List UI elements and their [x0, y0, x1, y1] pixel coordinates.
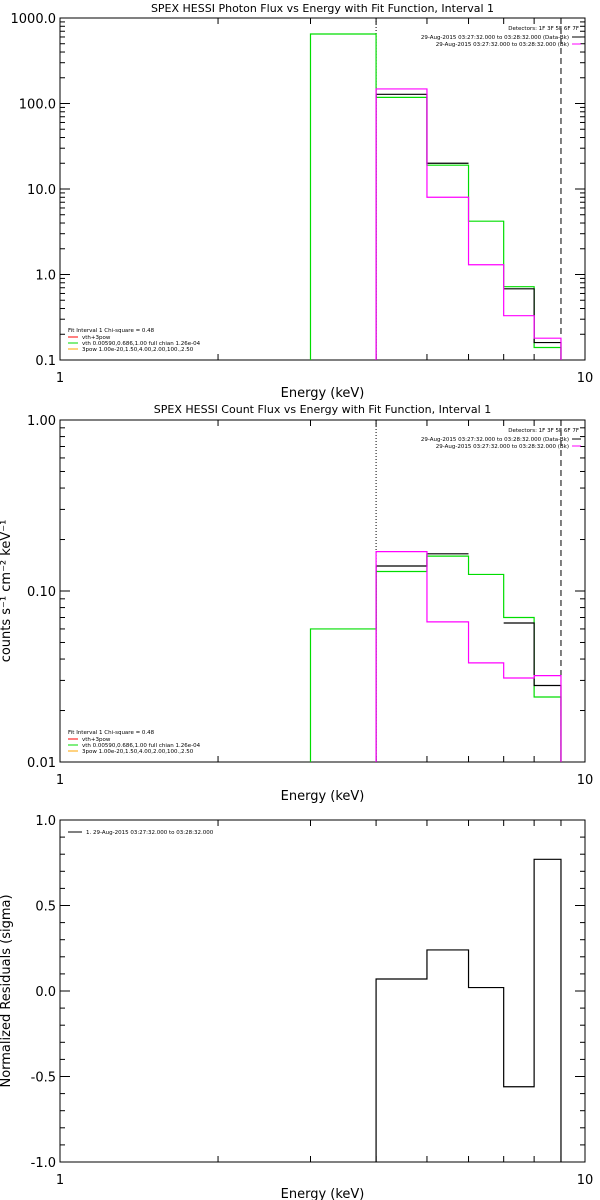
x-tick-label: 10	[577, 1173, 594, 1188]
x-tick-label: 1	[56, 773, 64, 788]
legend-entry-label: 29-Aug-2015 03:27:32.000 to 03:28:32.000…	[421, 437, 569, 443]
y-tick-label: -1.0	[31, 1156, 56, 1171]
y-tick-label: 0.01	[27, 756, 56, 771]
y-tick-label: 10.0	[27, 183, 56, 198]
x-tick-label: 10	[577, 773, 594, 788]
y-tick-label: 0.5	[35, 900, 56, 915]
series-3-histogram	[375, 88, 562, 360]
y-tick-label: 1.00	[27, 414, 56, 429]
legend-entry-label: 29-Aug-2015 03:27:32.000 to 03:28:32.000…	[421, 35, 569, 41]
series-1-histogram	[375, 858, 562, 1162]
y-tick-label: 1000.0	[11, 12, 57, 27]
chart-panel-2: SPEX HESSI Count Flux vs Energy with Fit…	[0, 403, 593, 804]
x-axis-label: Energy (keV)	[281, 386, 365, 401]
legend-fit-label: 3pow 1.00e-20,1.50,4.00,2.00,100.,2.50	[82, 749, 194, 755]
legend-fit-header: Fit Interval 1 Chi-square = 0.48	[68, 328, 155, 334]
y-tick-label: 0.1	[35, 354, 56, 369]
plot-frame	[59, 17, 586, 361]
legend-detectors: Detectors: 1F 3F 5F 6F 7F	[508, 428, 579, 434]
chart-title: SPEX HESSI Photon Flux vs Energy with Fi…	[151, 2, 494, 15]
x-axis-label: Energy (keV)	[281, 1187, 365, 1200]
legend-fit-header: Fit Interval 1 Chi-square = 0.48	[68, 730, 155, 736]
y-tick-label: -0.5	[31, 1071, 56, 1086]
legend-entry-label: 29-Aug-2015 03:27:32.000 to 03:28:32.000…	[436, 444, 569, 450]
legend-fit-label: vth+3pow	[82, 737, 111, 743]
plot-frame	[59, 819, 586, 1163]
legend-top-label: 1. 29-Aug-2015 03:27:32.000 to 03:28:32.…	[86, 830, 214, 836]
plot-frame	[59, 419, 586, 763]
series-3-histogram	[375, 550, 562, 762]
chart-panel-3: Energy (keV) Normalized Residuals (sigma)…	[0, 814, 593, 1200]
legend-fit-label: 3pow 1.00e-20,1.50,4.00,2.00,100.,2.50	[82, 347, 194, 353]
x-tick-label: 1	[56, 1173, 64, 1188]
y-tick-label: 1.0	[35, 269, 56, 284]
y-axis-label: counts s⁻¹ cm⁻² keV⁻¹	[0, 520, 14, 663]
y-tick-label: 0.0	[35, 985, 56, 1000]
chart-panel-1: SPEX HESSI Photon Flux vs Energy with Fi…	[11, 2, 594, 401]
legend-detectors: Detectors: 1F 3F 5F 6F 7F	[508, 26, 579, 32]
y-axis-label: Normalized Residuals (sigma)	[0, 894, 14, 1087]
y-tick-label: 100.0	[19, 98, 56, 113]
y-tick-label: 1.0	[35, 814, 56, 829]
x-tick-label: 1	[56, 371, 64, 386]
legend-fit-label: vth 0.00590,0.686,1.00 full chian 1.26e-…	[82, 341, 201, 347]
legend-fit-label: vth+3pow	[82, 335, 111, 341]
legend-entry-label: 29-Aug-2015 03:27:32.000 to 03:28:32.000…	[436, 42, 569, 48]
legend-fit-label: vth 0.00590,0.686,1.00 full chian 1.26e-…	[82, 743, 201, 749]
x-tick-label: 10	[577, 371, 594, 386]
chart-title: SPEX HESSI Count Flux vs Energy with Fit…	[154, 403, 491, 416]
y-tick-label: 0.10	[27, 585, 56, 600]
series-1-histogram	[309, 555, 562, 762]
x-axis-label: Energy (keV)	[281, 789, 365, 804]
